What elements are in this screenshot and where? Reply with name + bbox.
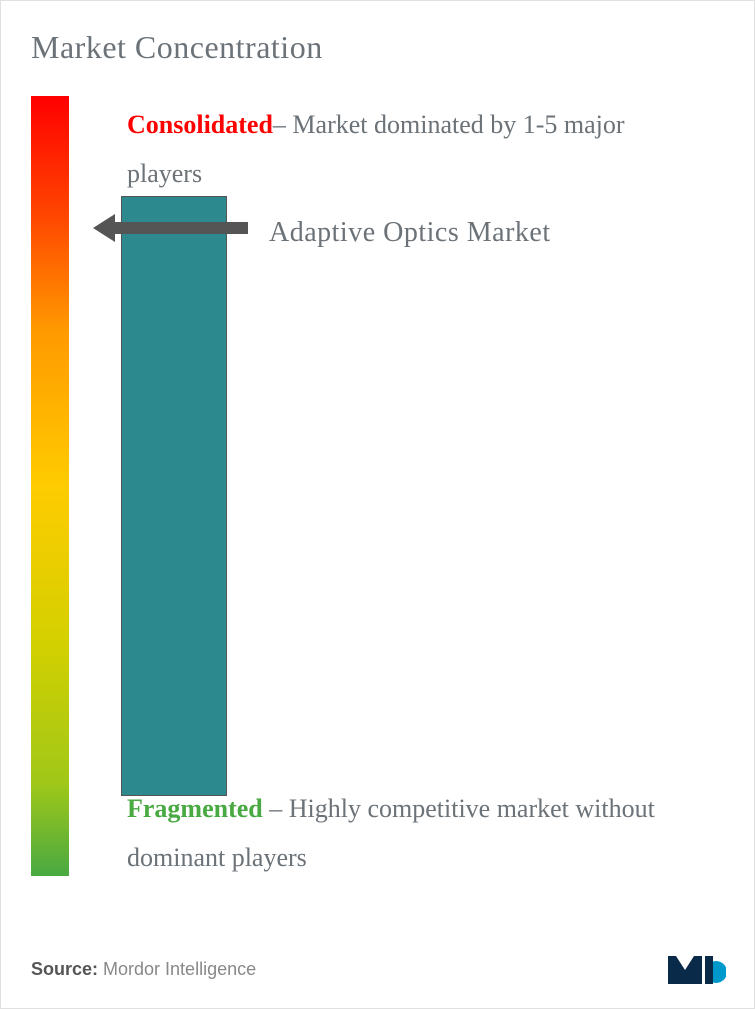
fragmented-highlight: Fragmented xyxy=(127,794,263,823)
source-attribution: Source: Mordor Intelligence xyxy=(31,959,256,980)
source-name: Mordor Intelligence xyxy=(103,959,256,979)
page-title: Market Concentration xyxy=(31,29,724,66)
mordor-logo-icon xyxy=(668,948,726,984)
arrow-indicator-icon xyxy=(93,214,248,242)
market-name-label: Adaptive Optics Market xyxy=(269,217,551,249)
fragmented-label: Fragmented – Highly competitive market w… xyxy=(127,784,707,883)
market-level-bar xyxy=(121,196,227,796)
consolidated-highlight: Consolidated xyxy=(127,110,273,139)
visualization-area: Consolidated– Market dominated by 1-5 ma… xyxy=(31,96,724,916)
source-prefix: Source: xyxy=(31,959,103,979)
concentration-gradient-bar xyxy=(31,96,69,876)
infographic-container: Market Concentration xyxy=(0,0,755,1009)
consolidated-label: Consolidated– Market dominated by 1-5 ma… xyxy=(127,100,687,199)
